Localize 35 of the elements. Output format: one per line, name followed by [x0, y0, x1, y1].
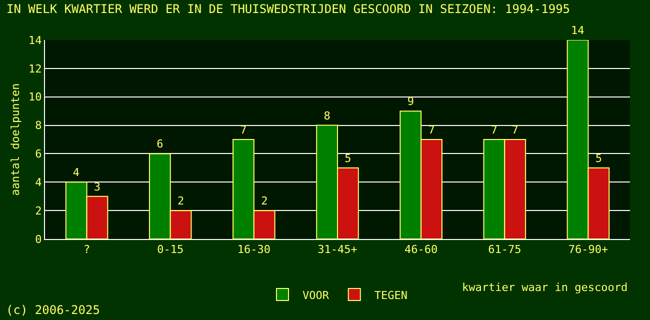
- legend-label: VOOR: [302, 288, 330, 302]
- data-label: 6: [156, 138, 164, 151]
- data-label: 4: [72, 166, 80, 180]
- x-tick-label: 46-60: [404, 243, 438, 256]
- chart-title: IN WELK KWARTIER WERD ER IN DE THUISWEDSTRIJDEN GESCOORD IN SEIZOEN: 1994-1995: [6, 2, 570, 16]
- y-tick-label: 0: [35, 232, 42, 246]
- data-label: 7: [490, 124, 498, 136]
- x-tick-label: 76-90+: [568, 243, 608, 256]
- x-axis-title: kwartier waar in gescoord: [462, 281, 628, 294]
- y-axis-title: aantal doelpunten: [9, 83, 22, 196]
- y-tick-label: 8: [35, 119, 42, 132]
- data-label: 2: [261, 194, 268, 208]
- x-tick-label: ?: [83, 243, 90, 256]
- y-tick-label: 6: [35, 148, 42, 161]
- data-label: 9: [407, 95, 414, 108]
- data-label: 14: [570, 24, 585, 37]
- x-tick-label: 16-30: [237, 243, 270, 256]
- x-tick-label: 61-75: [488, 243, 522, 256]
- legend-label: TEGEN: [374, 288, 408, 302]
- data-label: 3: [94, 180, 101, 194]
- y-tick-label: 10: [28, 90, 42, 104]
- data-label: 7: [512, 124, 518, 136]
- data-label: 8: [324, 109, 330, 122]
- y-tick-label: 4: [35, 176, 42, 189]
- text: (c) 2006-2025: [6, 303, 100, 317]
- data-label: 7: [428, 124, 435, 136]
- y-tick-label: 12: [28, 62, 42, 76]
- x-tick-label: 0-15: [157, 243, 184, 256]
- x-tick-label: 31-45+: [318, 243, 358, 256]
- data-label: 7: [240, 124, 247, 136]
- data-label: 2: [177, 194, 184, 208]
- data-label: 5: [595, 152, 602, 165]
- y-tick-label: 14: [28, 34, 42, 47]
- data-label: 5: [344, 152, 352, 165]
- y-tick-label: 2: [35, 204, 42, 218]
